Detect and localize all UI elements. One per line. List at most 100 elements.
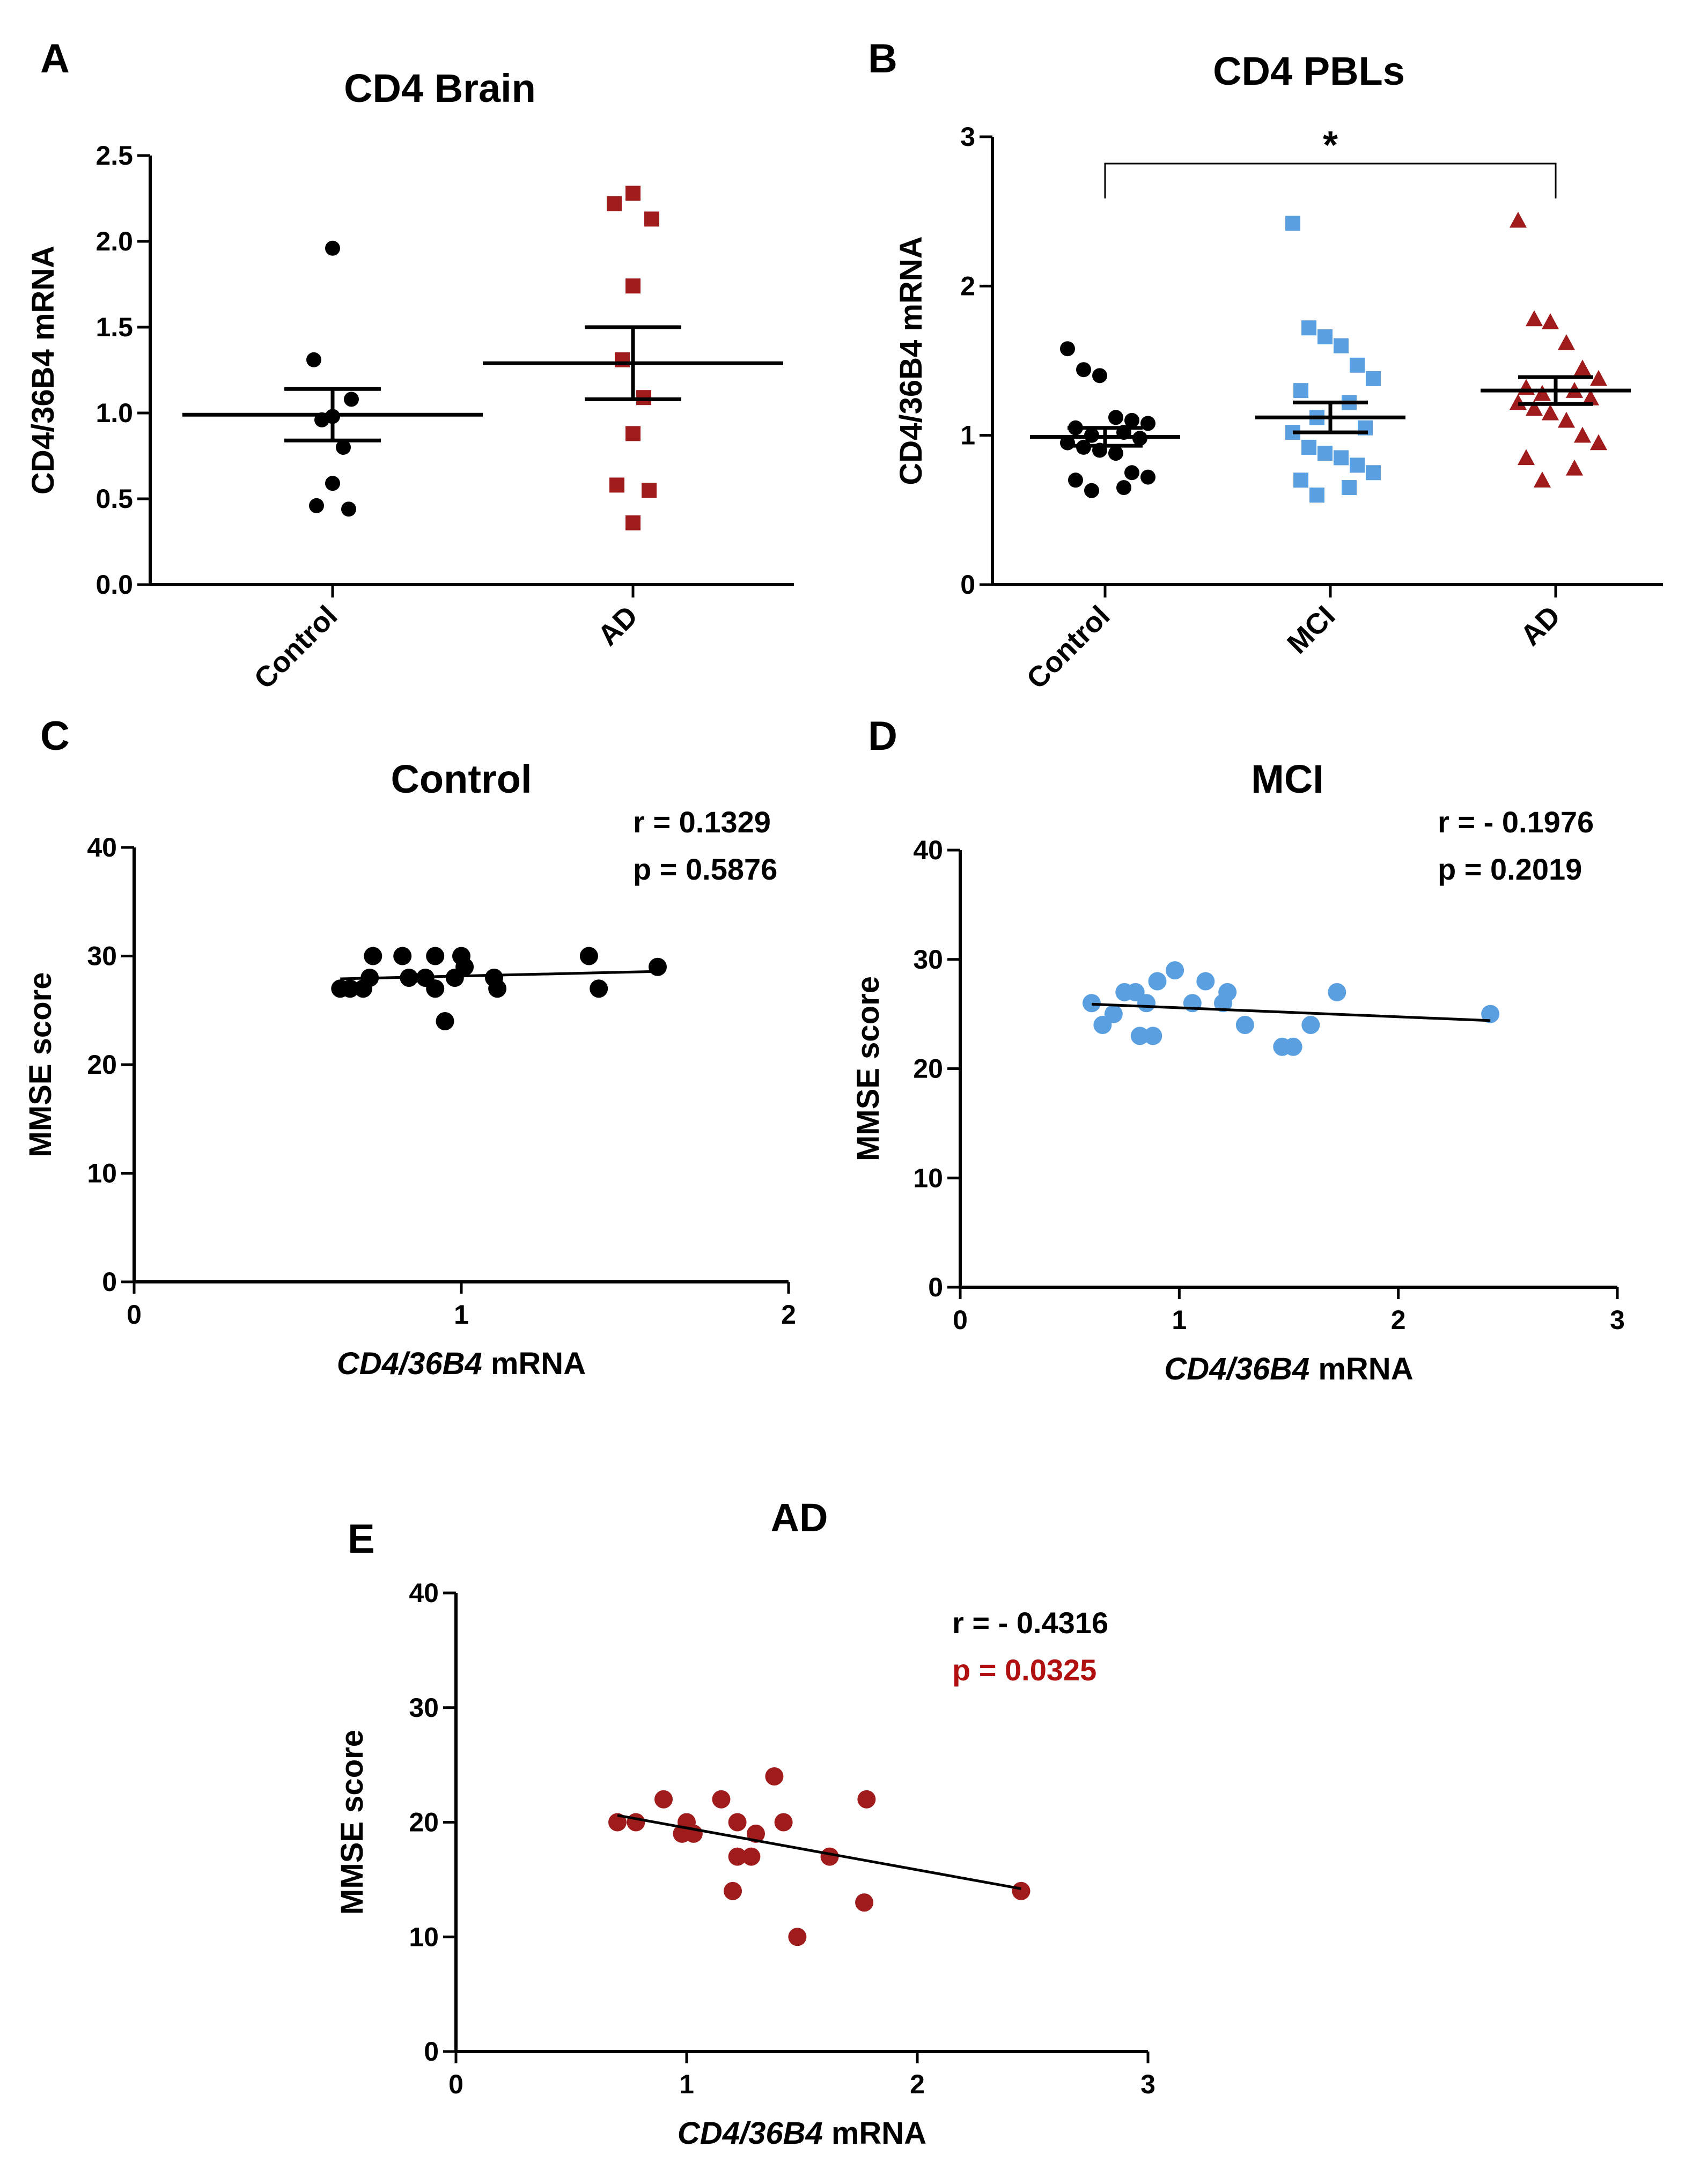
data-point	[1541, 404, 1559, 420]
data-point	[654, 1790, 673, 1809]
y-tick-label: 1.5	[95, 312, 133, 342]
category-label: Control	[248, 600, 343, 695]
regression-line	[617, 1814, 1021, 1890]
data-point	[857, 1790, 876, 1809]
data-point	[788, 1928, 807, 1946]
data-point	[747, 1824, 765, 1843]
data-point	[426, 947, 445, 965]
x-tick-label: 2	[781, 1300, 796, 1330]
data-point	[1084, 483, 1099, 498]
panel-letter: D	[868, 713, 897, 759]
y-tick-label: 0	[960, 570, 975, 600]
category-label: AD	[592, 600, 644, 652]
panel-b: B CD4 PBLs 0 1 2 3 CD4/36B4 mRNA Control MCI AD *	[868, 36, 1663, 695]
y-tick-label: 40	[913, 835, 943, 865]
y-axis-label: MMSE score	[335, 1730, 370, 1915]
y-tick-label: 0	[102, 1267, 117, 1297]
stat-r: r = 0.1329	[633, 805, 771, 839]
data-point	[1525, 400, 1543, 416]
chart-title: MCI	[1251, 757, 1324, 801]
data-point	[1140, 469, 1155, 485]
series-control	[1030, 341, 1180, 498]
data-point	[855, 1893, 874, 1912]
data-point	[1557, 411, 1576, 428]
regression-line	[1091, 1002, 1491, 1022]
x-axis-label-italic: CD4/36B4	[337, 1346, 482, 1381]
y-tick-label: 0.0	[95, 570, 133, 600]
data-point	[426, 979, 445, 998]
data-point	[325, 240, 340, 256]
data-point	[364, 947, 382, 965]
x-tick-label: 3	[1610, 1305, 1625, 1335]
y-tick-label: 40	[409, 1578, 439, 1608]
data-point	[1573, 359, 1592, 376]
data-point	[1581, 389, 1600, 405]
y-tick-label: 20	[409, 1807, 439, 1838]
x-tick-label: 1	[679, 2069, 694, 2099]
x-tick-label: 2	[910, 2069, 925, 2099]
data-point	[1589, 434, 1608, 451]
y-tick-label: 0.5	[95, 484, 133, 514]
category-label: AD	[1514, 600, 1567, 652]
stat-p: p = 0.0325	[952, 1653, 1096, 1687]
data-point	[625, 278, 641, 294]
x-axis-label-italic: CD4/36B4	[678, 2116, 823, 2151]
data-point	[336, 440, 351, 455]
data-point	[1573, 426, 1592, 443]
data-point	[644, 211, 659, 227]
data-point	[341, 501, 356, 517]
data-point	[742, 1847, 761, 1866]
data-point	[1525, 310, 1543, 327]
regression-line	[340, 970, 665, 980]
data-point	[1196, 972, 1215, 991]
x-tick-label: 0	[127, 1300, 142, 1330]
data-point	[1509, 394, 1527, 410]
data-point	[1166, 961, 1184, 980]
stat-p: p = 0.2019	[1438, 852, 1582, 886]
data-point	[1509, 211, 1527, 228]
y-tick-label: 30	[913, 945, 943, 975]
y-tick-label: 40	[87, 832, 117, 862]
chart-title: Control	[391, 757, 532, 801]
significance-star: *	[1323, 124, 1338, 167]
x-axis-label-rest: mRNA	[482, 1346, 586, 1381]
x-tick-label: 0	[448, 2069, 463, 2099]
data-point	[765, 1767, 784, 1785]
significance-bracket	[1104, 163, 1557, 198]
data-point	[1334, 338, 1349, 353]
data-point	[1317, 329, 1333, 344]
data-point	[1092, 368, 1107, 383]
data-point	[344, 392, 359, 407]
data-point	[1541, 313, 1559, 329]
data-point	[325, 476, 340, 491]
data-point	[455, 957, 474, 976]
data-point	[1148, 972, 1167, 991]
data-point	[306, 352, 321, 367]
data-point	[393, 947, 412, 965]
data-point	[1218, 983, 1237, 1001]
panel-c: C Control 0 10 20 30 40 0 1 2 MMSE score CD4/36B4 m…	[23, 713, 796, 1381]
y-tick-label: 2.0	[95, 226, 133, 256]
stat-r: r = - 0.4316	[952, 1606, 1108, 1640]
y-axis-label: MMSE score	[23, 972, 58, 1157]
y-tick-label: 3	[960, 122, 975, 152]
data-point	[1104, 1005, 1123, 1023]
data-point	[1309, 488, 1324, 503]
data-point	[1293, 473, 1308, 488]
data-point	[1284, 1037, 1302, 1056]
data-point	[724, 1882, 742, 1900]
data-point	[625, 426, 641, 441]
panel-letter: C	[40, 713, 70, 759]
data-point	[341, 979, 359, 998]
data-point	[1076, 362, 1091, 378]
data-point	[1334, 450, 1349, 466]
series-ad	[483, 186, 783, 530]
data-point	[1533, 385, 1551, 401]
data-point	[1285, 216, 1300, 231]
y-tick-label: 2.5	[95, 141, 133, 171]
x-tick-label: 0	[953, 1305, 968, 1335]
y-tick-label: 10	[87, 1159, 117, 1189]
chart-title: AD	[771, 1495, 828, 1540]
data-point	[1301, 439, 1316, 455]
